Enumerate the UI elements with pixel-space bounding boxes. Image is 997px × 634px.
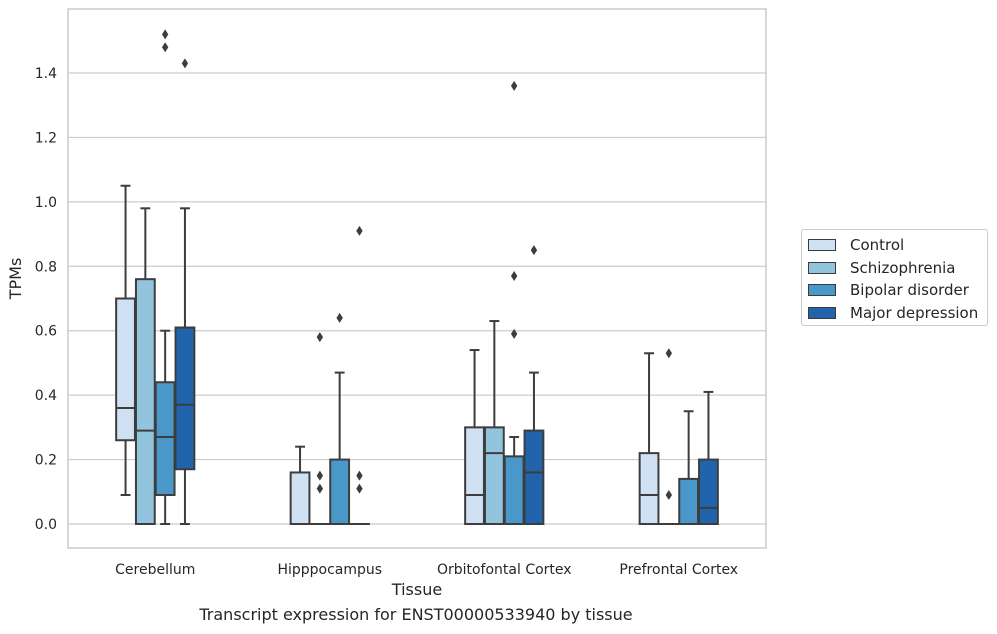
legend-label-major-depression: Major depression xyxy=(850,303,979,322)
x-tick-label: Hipppocampus xyxy=(277,562,382,578)
outlier-point xyxy=(316,470,324,481)
box xyxy=(154,381,176,497)
tick-labels: 0.0 0.2 0.4 0.6 0.8 1.0 1.2 1.4 Cerebellum Hipppo… xyxy=(35,66,738,578)
box xyxy=(698,458,719,526)
outlier-point xyxy=(316,483,324,494)
box-group xyxy=(678,410,700,525)
legend-swatch-schizophrenia xyxy=(808,261,836,274)
box xyxy=(289,471,311,526)
box-group xyxy=(134,207,156,525)
box-group xyxy=(503,80,525,526)
legend: Control Schizophrenia Bipolar disorder M… xyxy=(801,229,988,326)
legend-swatch-bipolar-disorder xyxy=(808,284,836,297)
box-group xyxy=(483,320,505,526)
box-group xyxy=(349,225,370,526)
legend-swatch-control xyxy=(808,239,836,252)
legend-label-bipolar-disorder: Bipolar disorder xyxy=(850,281,969,300)
y-tick-label: 0.4 xyxy=(35,388,57,404)
box-group xyxy=(464,349,485,526)
y-tick-label: 1.4 xyxy=(35,66,57,82)
outlier-point xyxy=(356,470,363,481)
box xyxy=(464,426,485,526)
box xyxy=(503,455,525,526)
x-axis-label: Tissue xyxy=(391,580,442,599)
box xyxy=(174,326,196,471)
outlier-point xyxy=(665,348,673,359)
legend-item-major-depression: Major depression xyxy=(808,302,987,325)
y-tick-label: 0.0 xyxy=(35,517,57,533)
box-group xyxy=(309,332,331,526)
x-tick-label: Orbitofontal Cortex xyxy=(437,562,572,578)
legend-label-schizophrenia: Schizophrenia xyxy=(850,258,956,277)
box-group xyxy=(523,245,545,526)
box-group xyxy=(154,29,176,525)
outlier-point xyxy=(510,270,518,281)
outlier-point xyxy=(356,225,363,236)
outlier-point xyxy=(161,29,169,40)
outlier-point xyxy=(181,58,189,69)
box xyxy=(483,426,505,526)
figure-caption: Transcript expression for ENST0000053394… xyxy=(199,605,633,624)
outlier-point xyxy=(316,332,324,343)
legend-item-control: Control xyxy=(808,234,987,257)
boxes xyxy=(115,29,719,526)
box-group xyxy=(329,312,351,526)
y-tick-label: 0.8 xyxy=(35,259,57,275)
outlier-point xyxy=(510,80,518,91)
outlier-point xyxy=(356,483,363,494)
box-group xyxy=(174,58,196,525)
y-tick-label: 1.2 xyxy=(35,130,57,146)
box-group xyxy=(115,184,136,497)
outlier-point xyxy=(336,312,343,323)
y-tick-label: 0.2 xyxy=(35,453,57,469)
plot-frame xyxy=(67,8,767,549)
y-axis-label: TPMs xyxy=(6,258,25,301)
outlier-point xyxy=(530,245,538,256)
box-group xyxy=(658,348,680,526)
outlier-point xyxy=(510,328,518,339)
legend-item-schizophrenia: Schizophrenia xyxy=(808,257,987,280)
legend-swatch-major-depression xyxy=(808,306,836,319)
box xyxy=(523,429,545,526)
y-tick-label: 1.0 xyxy=(35,195,57,211)
y-tick-label: 0.6 xyxy=(35,324,57,340)
x-tick-label: Prefrontal Cortex xyxy=(619,562,738,578)
legend-item-bipolar-disorder: Bipolar disorder xyxy=(808,279,987,302)
box xyxy=(115,297,136,442)
outlier-point xyxy=(161,42,169,53)
box xyxy=(638,452,660,525)
legend-label-control: Control xyxy=(850,236,905,255)
box xyxy=(329,458,351,526)
box xyxy=(678,477,700,525)
box-group xyxy=(638,352,660,525)
x-tick-label: Cerebellum xyxy=(115,562,195,578)
box-group xyxy=(289,445,311,526)
box xyxy=(134,278,156,525)
outlier-point xyxy=(665,490,673,501)
box-group xyxy=(698,390,719,526)
